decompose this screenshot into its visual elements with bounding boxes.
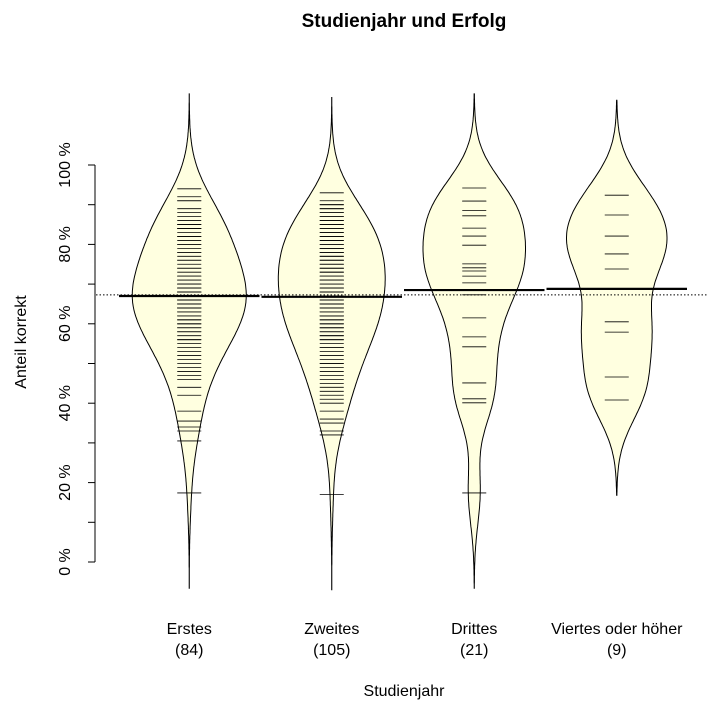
y-tick-label: 80 % (57, 226, 74, 262)
y-tick-label: 100 % (57, 142, 74, 187)
bean (422, 93, 526, 589)
bean (131, 93, 247, 589)
count-label: (105) (313, 642, 350, 659)
x-tick-label: Erstes (167, 621, 212, 638)
y-axis-label: Anteil korrekt (13, 295, 30, 389)
count-label: (21) (460, 642, 488, 659)
x-tick-label: Viertes oder höher (551, 621, 683, 638)
x-axis-label: Studienjahr (364, 683, 446, 700)
x-tick-label: Drittes (451, 621, 497, 638)
y-tick-label: 60 % (57, 306, 74, 342)
count-label: (84) (175, 642, 203, 659)
count-label: (9) (607, 642, 627, 659)
y-tick-label: 20 % (57, 464, 74, 500)
y-tick-label: 0 % (57, 548, 74, 576)
x-tick-label: Zweites (304, 621, 359, 638)
y-tick-label: 40 % (57, 385, 74, 421)
chart-title: Studienjahr und Erfolg (302, 11, 507, 32)
bean (566, 99, 668, 496)
